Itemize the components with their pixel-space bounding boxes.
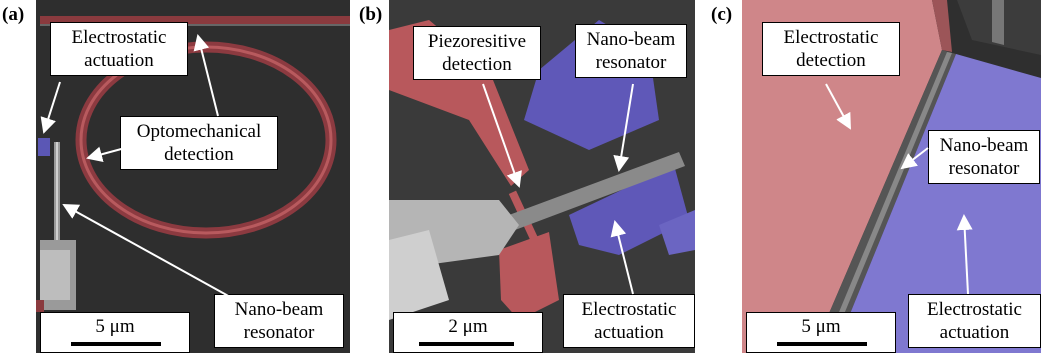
scale-bar-line-c [777, 342, 867, 346]
label-optomechanical-detection-a: Optomechanical detection [120, 116, 278, 170]
nano-beam-c [822, 52, 952, 353]
actuation-electrode-a [38, 138, 50, 156]
label-nano-beam-resonator-a: Nano-beam resonator [214, 294, 344, 348]
panel-letter-b: (b) [357, 4, 385, 26]
sem-image-c [742, 0, 1041, 353]
label-electrostatic-detection-c: Electrostatic detection [762, 22, 900, 76]
label-nano-beam-resonator-c: Nano-beam resonator [928, 130, 1040, 184]
scale-bar-label-a: 5 μm [95, 316, 135, 337]
label-piezoresistive-detection-b: Piezoresitive detection [413, 26, 541, 80]
panel-b: Piezoresitive detection Nano-beam resona… [389, 0, 695, 353]
nano-beam-b [509, 152, 685, 230]
scale-bar-line-b [419, 342, 514, 346]
scale-bar-a: 5 μm [40, 312, 190, 353]
scale-bar-label-b: 2 μm [448, 316, 488, 337]
detection-plate-c [742, 0, 942, 353]
actuation-plate-c [834, 54, 1041, 353]
label-electrostatic-actuation-b: Electrostatic actuation [563, 294, 695, 348]
label-nano-beam-resonator-b: Nano-beam resonator [575, 24, 687, 78]
scale-bar-c: 5 μm [746, 312, 896, 353]
panel-letter-c: (c) [709, 4, 735, 26]
label-electrostatic-actuation-a: Electrostatic actuation [50, 22, 188, 76]
scale-bar-label-c: 5 μm [801, 316, 841, 337]
panel-c: Electrostatic detection Nano-beam resona… [742, 0, 1041, 353]
top-waveguide [40, 16, 350, 24]
detection-pad-b [499, 232, 559, 320]
panel-a: Electrostatic actuation Optomechanical d… [36, 0, 350, 353]
panel-letter-a: (a) [0, 4, 27, 26]
label-electrostatic-actuation-c: Electrostatic actuation [908, 294, 1041, 348]
actuation-electrode-bottom-b [569, 165, 689, 255]
scale-bar-line-a [71, 342, 161, 346]
scale-bar-b: 2 μm [393, 312, 543, 353]
